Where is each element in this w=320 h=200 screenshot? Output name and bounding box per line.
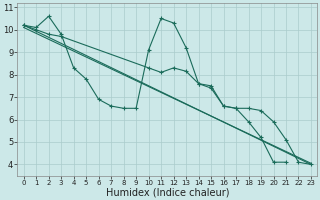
X-axis label: Humidex (Indice chaleur): Humidex (Indice chaleur) (106, 187, 229, 197)
